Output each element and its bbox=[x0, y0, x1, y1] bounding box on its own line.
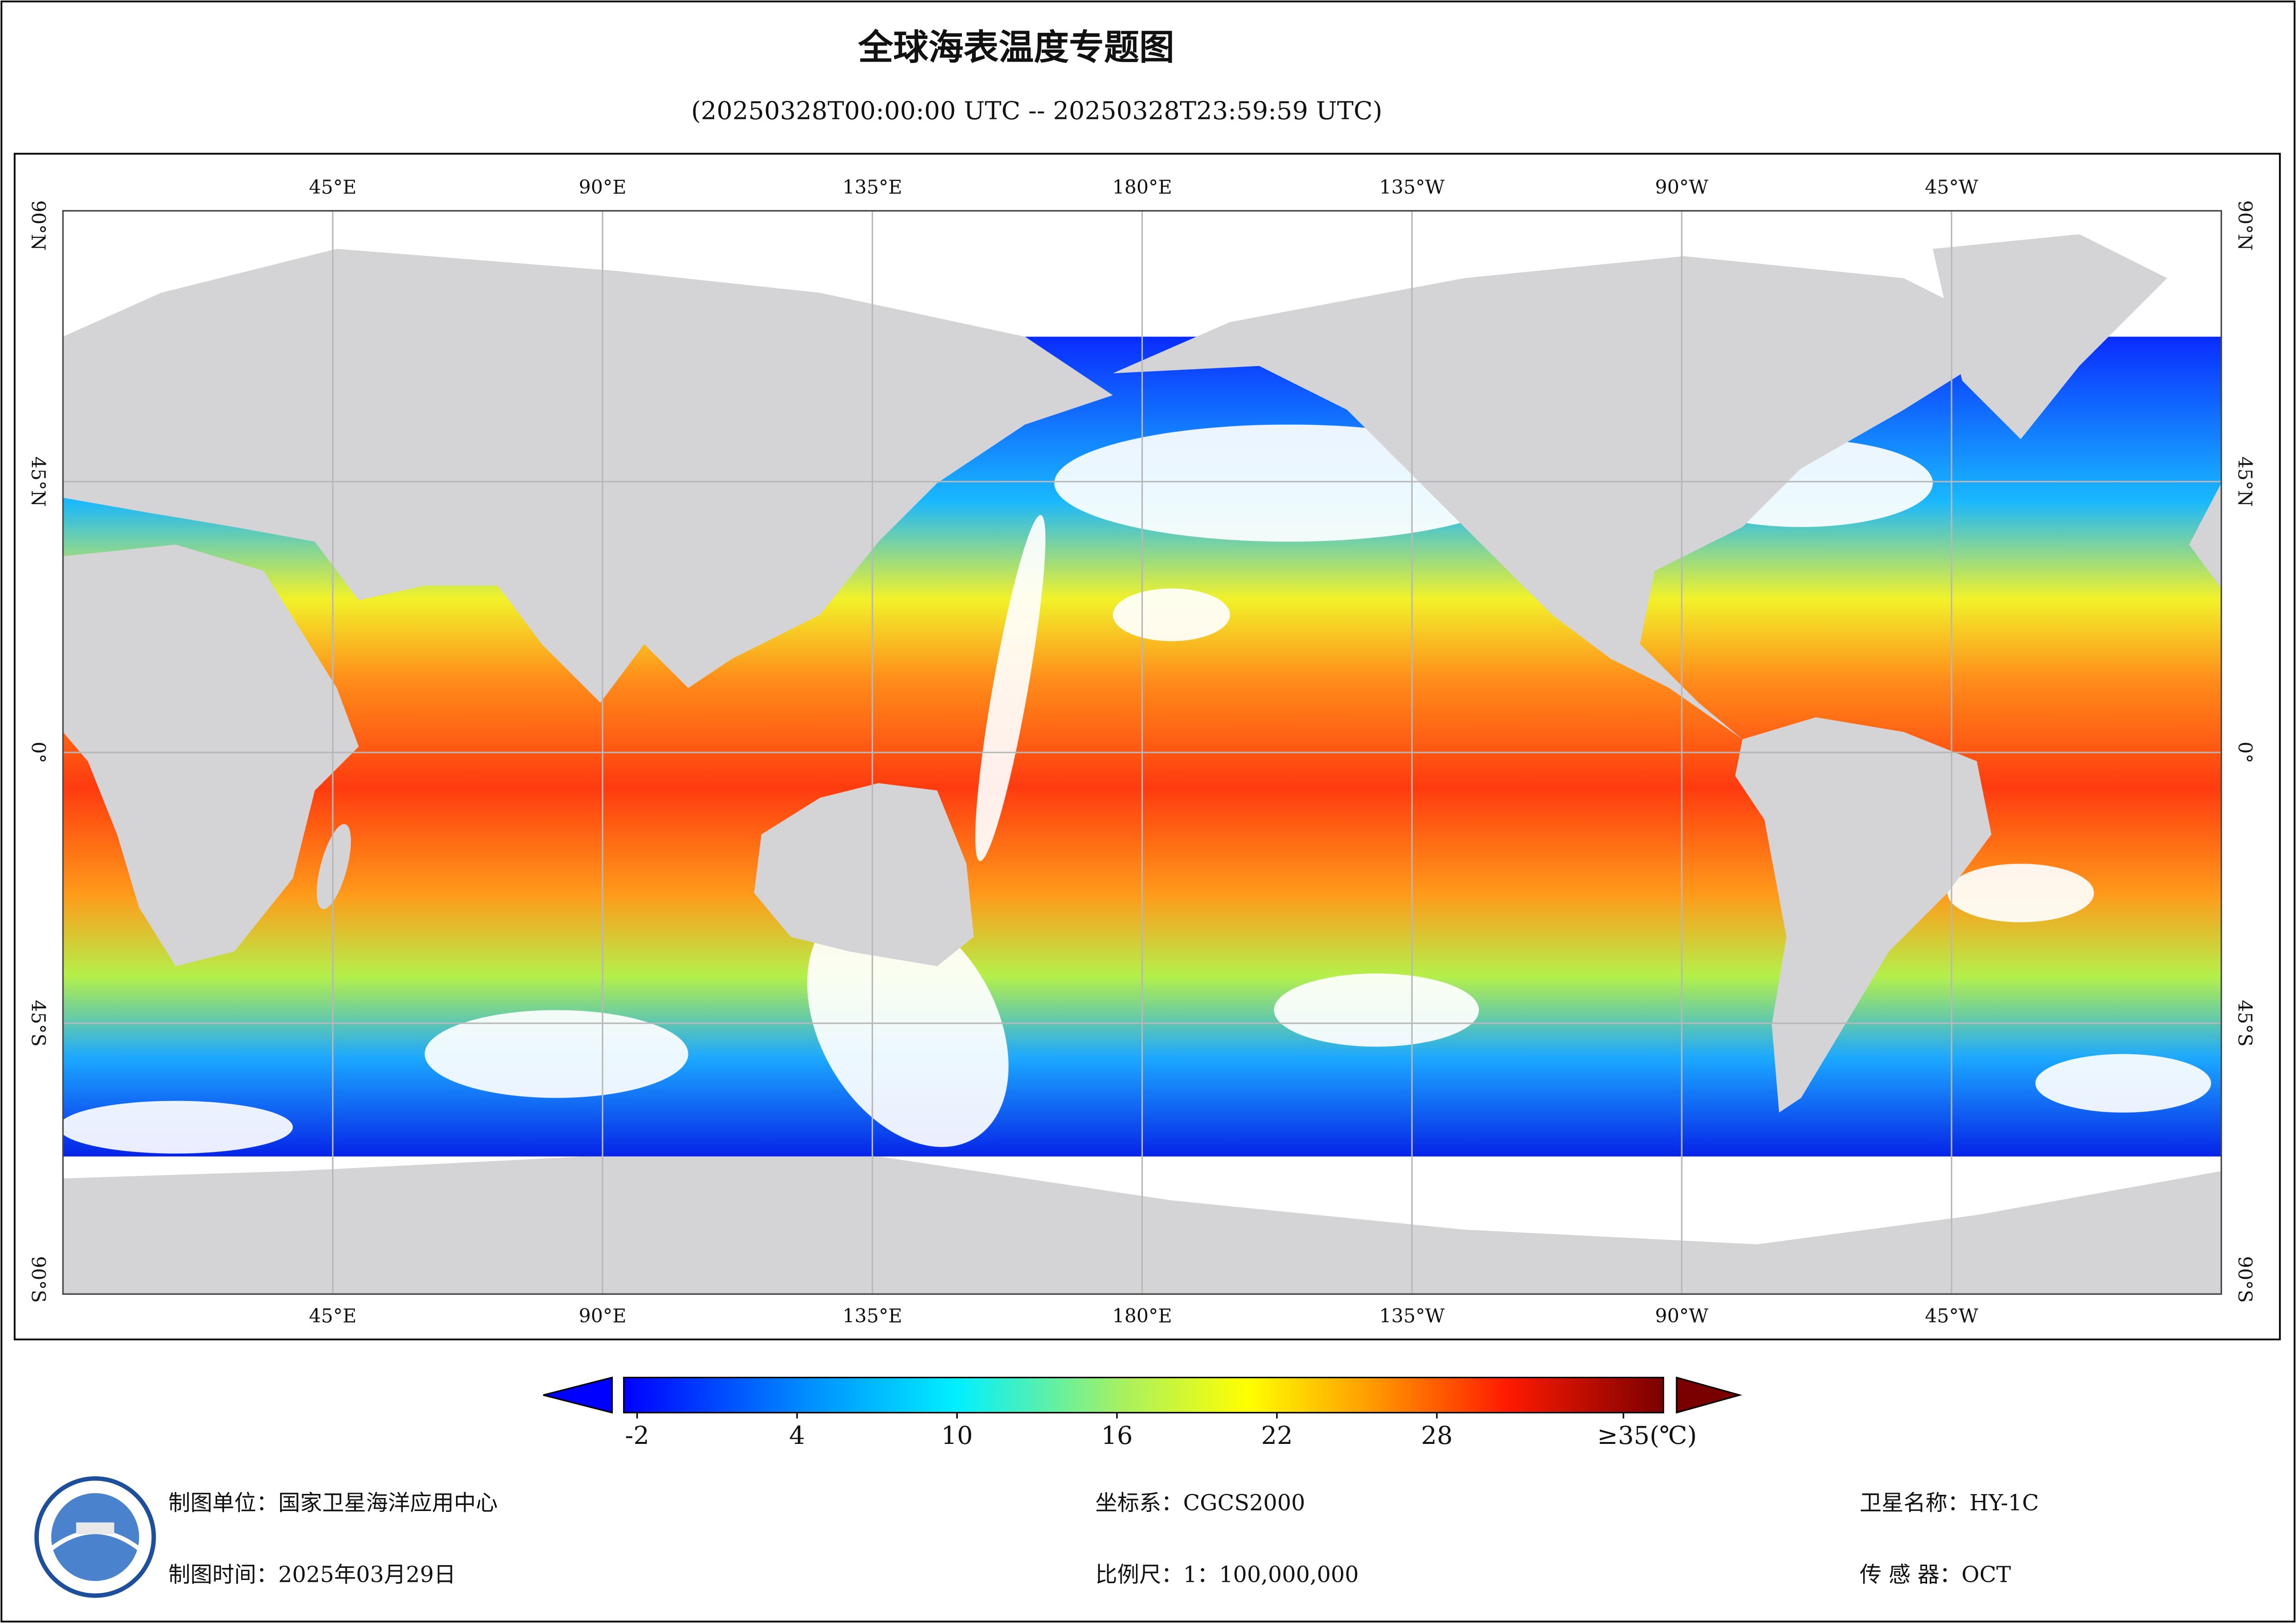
lon-label-bottom: 45°W bbox=[1925, 1305, 1978, 1327]
map-date: 制图时间：2025年03月29日 bbox=[168, 1562, 456, 1588]
lat-label-left: 45°N bbox=[27, 456, 50, 507]
lat-label-right: 45°N bbox=[2234, 456, 2256, 507]
lon-label-bottom: 90°E bbox=[579, 1305, 626, 1327]
lat-label-right: 90°N bbox=[2234, 200, 2256, 251]
colorbar bbox=[623, 1376, 1665, 1414]
lat-label-left: 45°S bbox=[27, 1000, 50, 1047]
lon-label-top: 90°W bbox=[1655, 176, 1709, 199]
lat-label-left: 0° bbox=[27, 742, 50, 764]
subtitle: (20250328T00:00:00 UTC -- 20250328T23:59… bbox=[691, 96, 1382, 125]
map-scale: 比例尺：1：100,000,000 bbox=[1095, 1562, 1359, 1588]
map-unit: 制图单位：国家卫星海洋应用中心 bbox=[168, 1491, 498, 1516]
lat-label-left: 90°N bbox=[27, 200, 50, 251]
lon-label-top: 45°E bbox=[309, 176, 356, 199]
lat-label-right: 0° bbox=[2234, 742, 2256, 764]
lon-label-bottom: 135°E bbox=[842, 1305, 902, 1327]
colorbar-label: -2 bbox=[625, 1421, 649, 1450]
lon-label-top: 135°W bbox=[1379, 176, 1445, 199]
lon-label-top: 90°E bbox=[579, 176, 626, 199]
sensor-name: 传 感 器：OCT bbox=[1859, 1562, 2011, 1588]
colorbar-label: 10 bbox=[941, 1421, 973, 1450]
satellite-name: 卫星名称：HY-1C bbox=[1859, 1491, 2039, 1516]
colorbar-label: 28 bbox=[1421, 1421, 1453, 1450]
map-border bbox=[62, 210, 2222, 1295]
colorbar-label: 22 bbox=[1261, 1421, 1292, 1450]
colorbar-label: 4 bbox=[789, 1421, 805, 1450]
title: 全球海表温度专题图 bbox=[858, 27, 1174, 68]
lon-label-bottom: 45°E bbox=[309, 1305, 356, 1327]
colorbar-label: ≥35(℃) bbox=[1597, 1421, 1697, 1450]
colorbar-under bbox=[543, 1376, 613, 1414]
colorbar-label: 16 bbox=[1101, 1421, 1133, 1450]
lon-label-bottom: 135°W bbox=[1379, 1305, 1445, 1327]
lon-label-top: 135°E bbox=[842, 176, 902, 199]
lon-label-bottom: 90°W bbox=[1655, 1305, 1709, 1327]
lat-label-right: 45°S bbox=[2234, 1000, 2256, 1047]
lat-label-left: 90°S bbox=[27, 1256, 50, 1303]
lon-label-bottom: 180°E bbox=[1112, 1305, 1172, 1327]
lon-label-top: 45°W bbox=[1925, 176, 1978, 199]
lat-label-right: 90°S bbox=[2234, 1256, 2256, 1303]
coordinate-system: 坐标系：CGCS2000 bbox=[1095, 1491, 1305, 1516]
map-frame bbox=[13, 153, 2281, 1341]
logo bbox=[34, 1476, 156, 1598]
colorbar-over bbox=[1676, 1376, 1742, 1414]
lon-label-top: 180°E bbox=[1112, 176, 1172, 199]
